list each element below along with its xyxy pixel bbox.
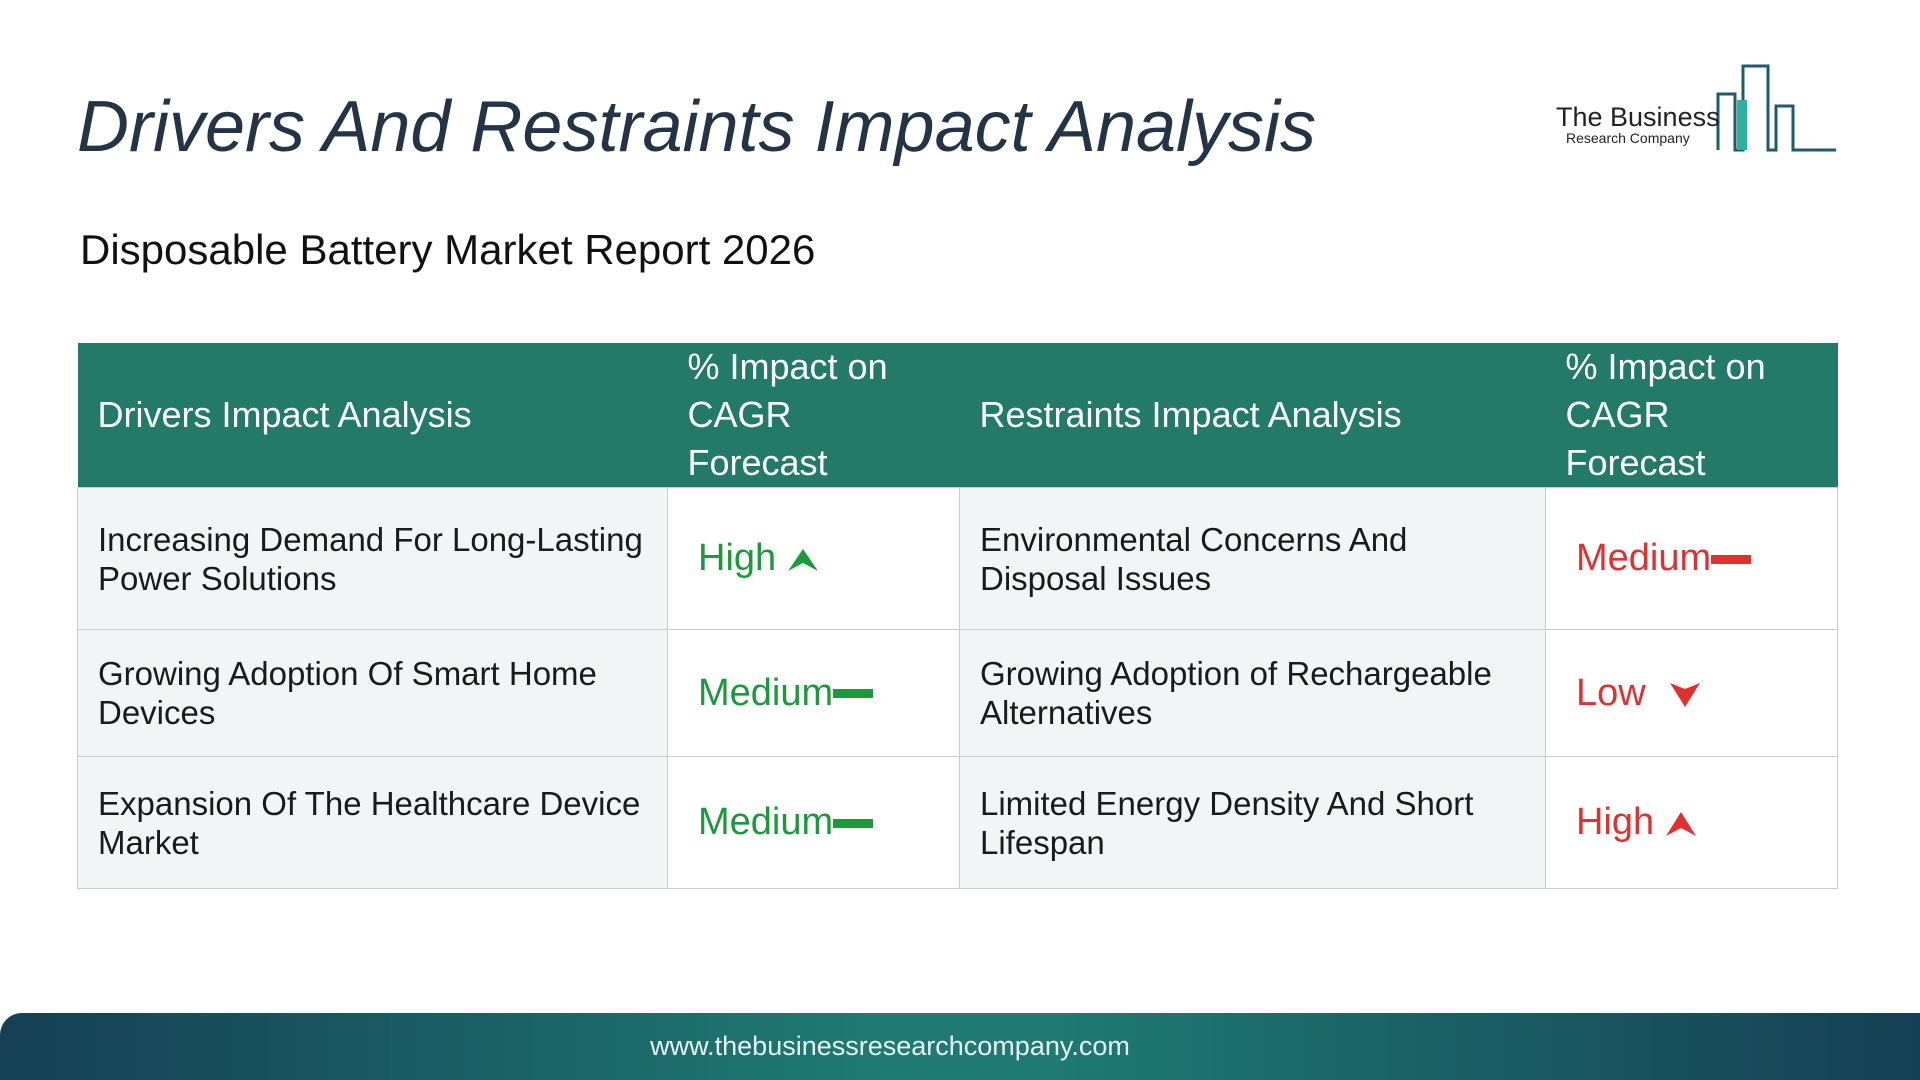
column-header: % Impact on CAGR Forecast (1545, 343, 1838, 488)
header-row: Drivers Impact Analysis % Impact on CAGR… (77, 343, 1838, 488)
impact-label: Medium (1576, 537, 1712, 579)
logo-tagline: Research Company (1566, 130, 1690, 146)
restraint: Limited Energy Density And Short Lifespa… (959, 756, 1546, 889)
restraint-impact: Medium (1545, 487, 1838, 630)
driver-impact: Medium (667, 756, 960, 889)
column-header: Restraints Impact Analysis (959, 343, 1546, 488)
driver: Expansion Of The Healthcare Device Marke… (77, 756, 668, 889)
row: Expansion Of The Healthcare Device Marke… (77, 756, 1838, 889)
restraint-impact: High (1545, 756, 1838, 889)
driver-impact: High (667, 487, 960, 630)
driver-impact: Medium (667, 629, 960, 757)
row: Growing Adoption Of Smart Home Devices M… (77, 629, 1838, 757)
column-header: Drivers Impact Analysis (77, 343, 668, 488)
column-header: % Impact on CAGR Forecast (667, 343, 960, 488)
footer-bar (0, 1013, 1920, 1080)
restraint: Growing Adoption of Rechargeable Alterna… (959, 629, 1546, 757)
impact-table: Drivers Impact Analysis % Impact on CAGR… (77, 343, 1838, 889)
down-arrow (1669, 683, 1700, 708)
restraint: Environmental Concerns And Disposal Issu… (959, 487, 1546, 630)
driver: Growing Adoption Of Smart Home Devices (77, 629, 668, 757)
dash (833, 818, 874, 828)
up-arrow (1666, 811, 1697, 836)
row: Increasing Demand For Long-Lasting Power… (77, 487, 1838, 630)
impact-label: Medium (698, 801, 834, 843)
up-arrow (788, 548, 819, 571)
impact-label: Low (1576, 671, 1646, 714)
logo: The Business Research Company (1550, 64, 1840, 156)
logo-name: The Business (1556, 102, 1720, 132)
restraint-impact: Low (1545, 629, 1838, 757)
impact-label: High (698, 537, 777, 579)
impact-label: Medium (698, 671, 834, 714)
title: Drivers And Restraints Impact Analysis (77, 87, 1317, 167)
logo-mark (1716, 64, 1836, 152)
subtitle: Disposable Battery Market Report 2026 (80, 226, 816, 273)
dash (833, 689, 874, 699)
footer-url: www.thebusinessresearchcompany.com (650, 1031, 1130, 1061)
driver: Increasing Demand For Long-Lasting Power… (77, 487, 668, 630)
impact-label: High (1576, 801, 1655, 843)
dash (1711, 554, 1752, 564)
